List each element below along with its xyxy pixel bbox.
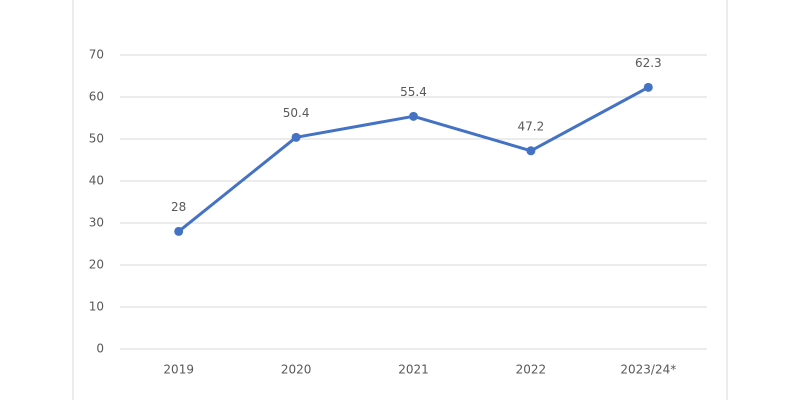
point [526,146,536,156]
y-tick-label: 50 [89,132,104,146]
y-tick-label: 0 [96,342,104,356]
x-tick-label: 2021 [398,363,429,377]
data-label: 62.3 [635,56,662,70]
point [643,82,653,92]
x-tick-label: 2020 [281,363,312,377]
y-tick-label: 60 [89,90,104,104]
y-tick-label: 20 [89,258,104,272]
x-tick-label: 2022 [516,363,547,377]
data-label: 47.2 [518,119,545,133]
point [291,132,301,142]
data-label: 50.4 [283,106,310,120]
x-tick-label: 2023/24* [620,363,676,377]
point [174,226,184,236]
data-label: 55.4 [400,85,427,99]
y-tick-label: 40 [89,174,104,188]
x-tick-label: 2019 [163,363,194,377]
y-tick-label: 70 [89,48,104,62]
point [409,111,418,121]
chart-area [72,0,728,400]
y-tick-label: 10 [89,300,104,314]
data-label: 28 [171,200,186,214]
y-tick-label: 30 [89,216,104,230]
